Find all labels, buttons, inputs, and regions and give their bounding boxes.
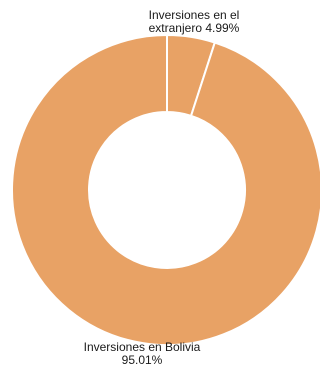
slice-label-line: Inversiones en Bolivia [84,340,201,354]
slice-label-line: extranjero 4.99% [149,21,240,35]
slices-layer [11,33,320,346]
slice-label-0: Inversiones en el extranjero 4.99% [149,8,240,35]
slice-1 [11,33,320,346]
slice-label-line: 95.01% [122,353,163,367]
labels-layer: Inversiones en el extranjero 4.99%Inversi… [84,8,240,367]
slice-label-line: Inversiones en el [149,8,240,22]
slice-label-1: Inversiones en Bolivia 95.01% [84,340,201,367]
